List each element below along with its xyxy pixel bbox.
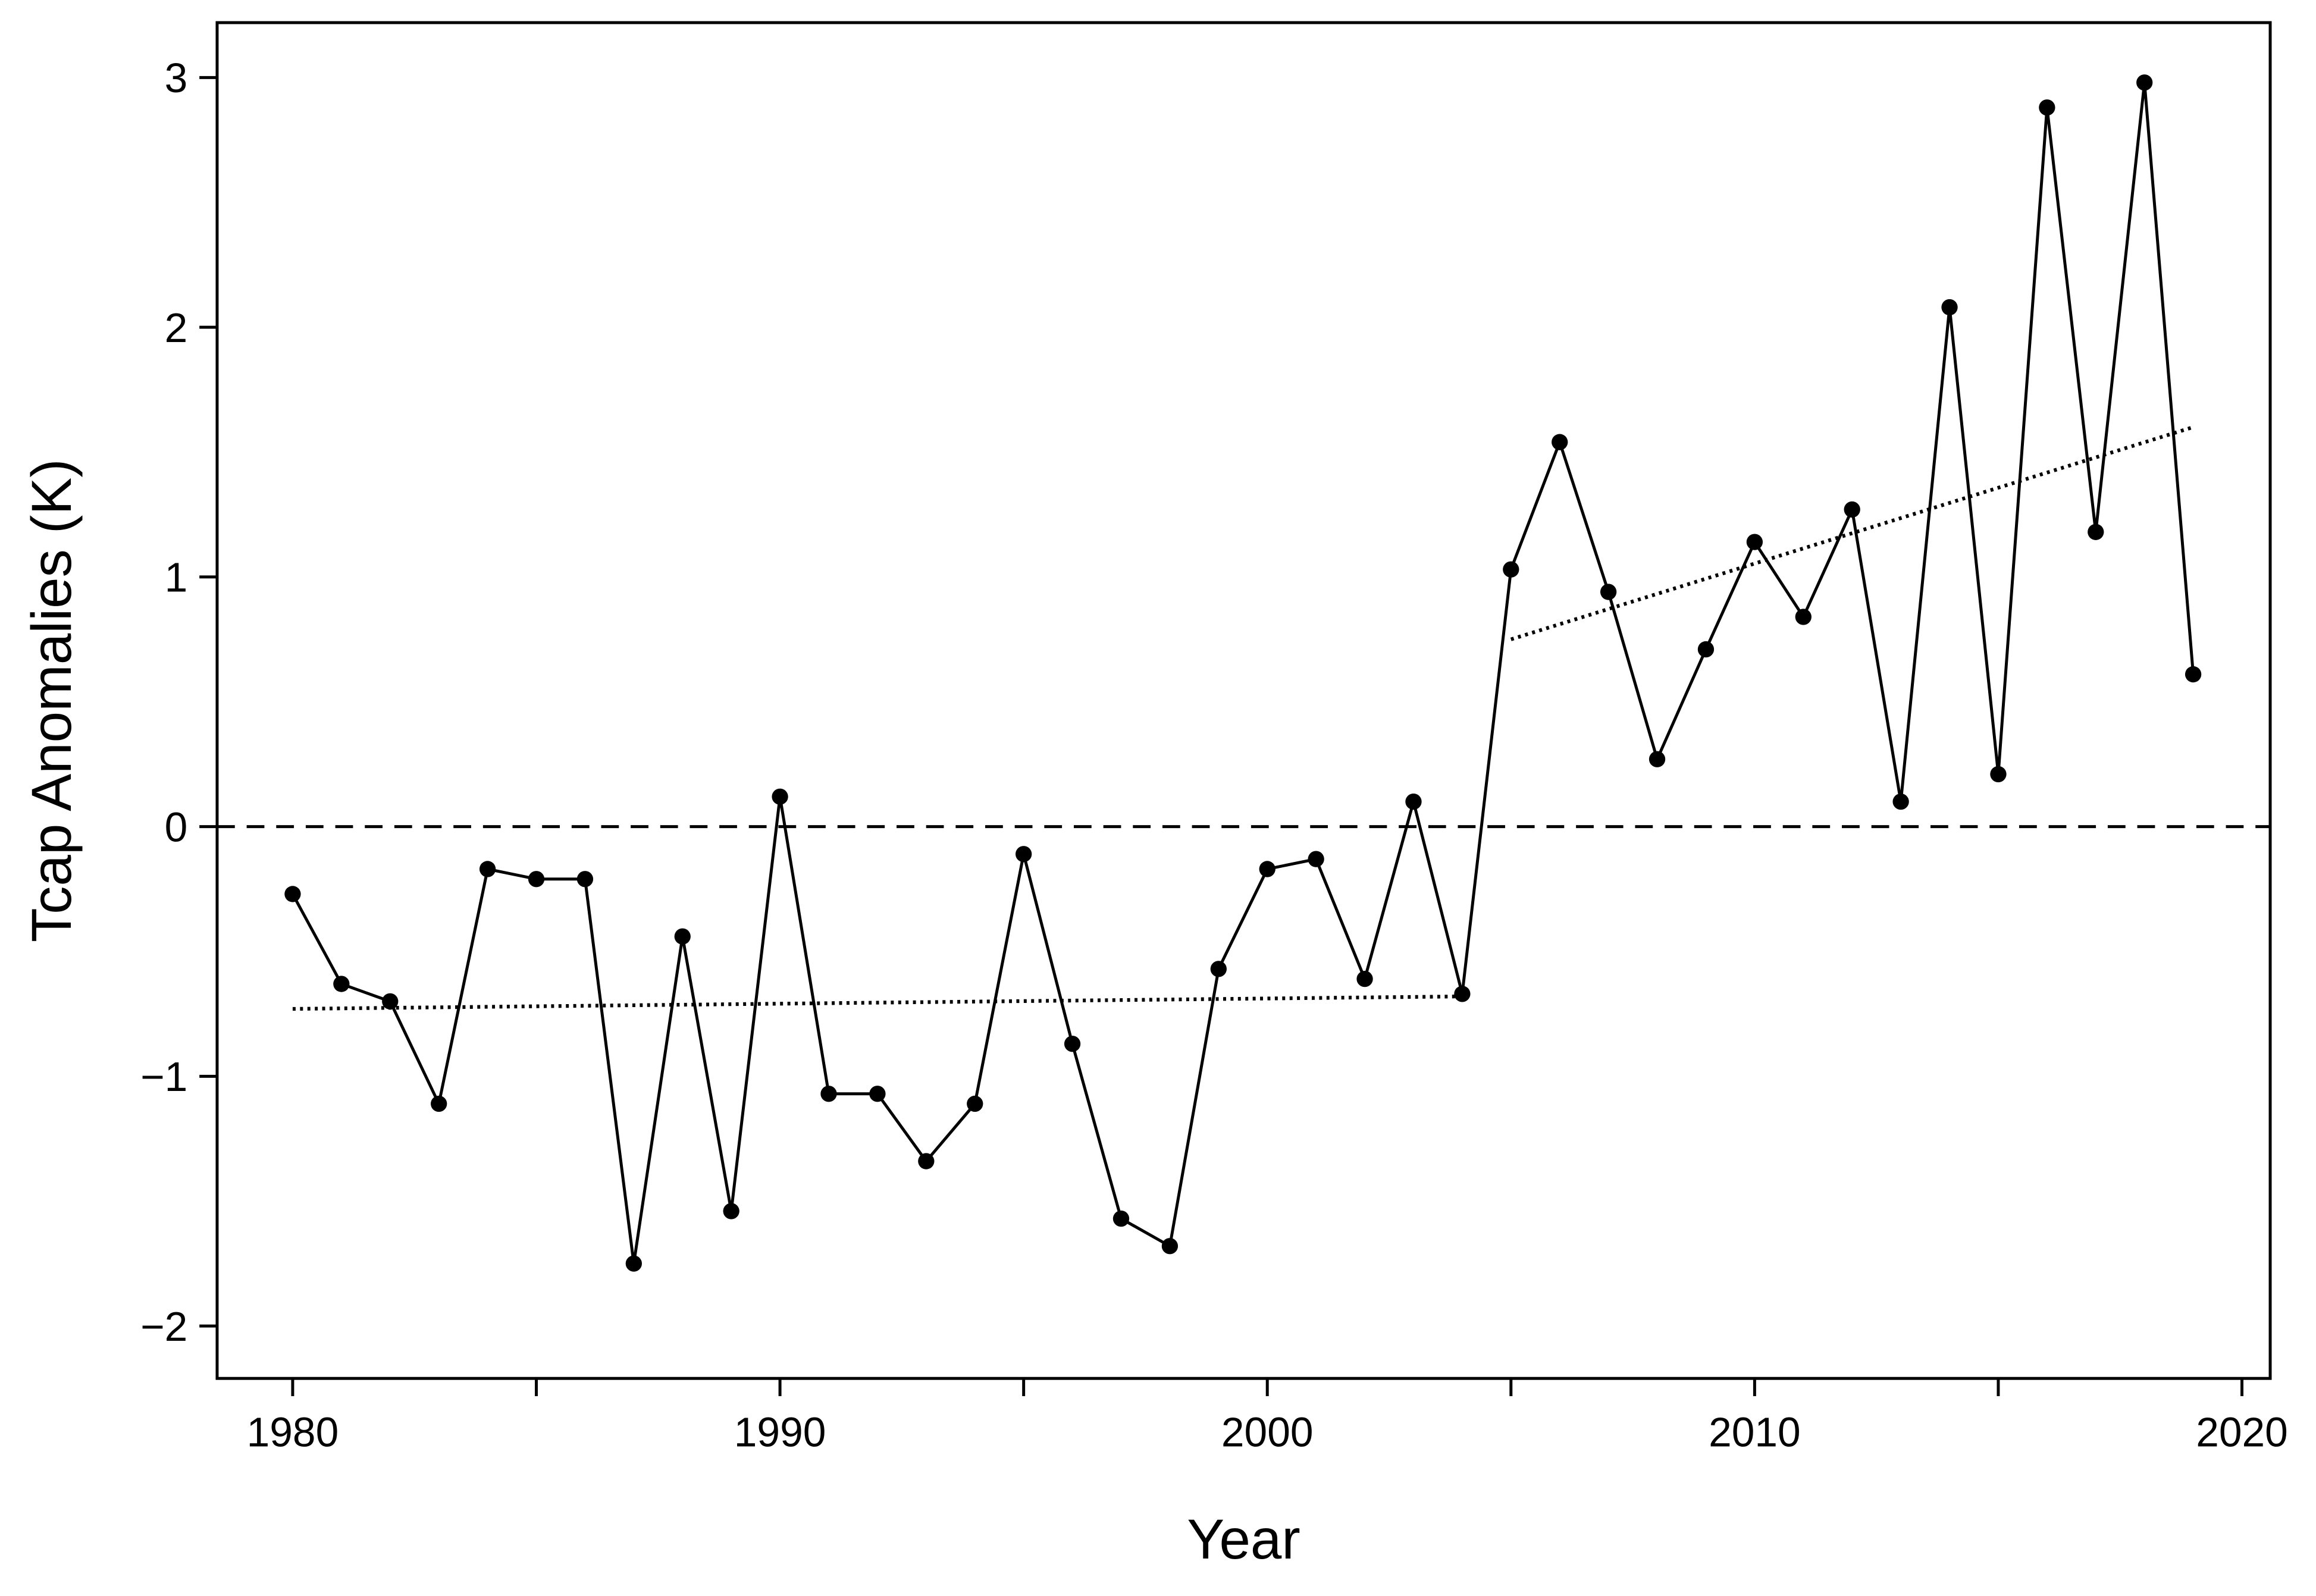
data-point (674, 928, 691, 945)
data-point (1649, 751, 1666, 767)
x-axis-title: Year (1187, 1508, 1300, 1570)
data-point (1795, 609, 1812, 625)
data-point (382, 993, 399, 1010)
data-point (1990, 766, 2007, 783)
y-tick-label: 0 (165, 804, 188, 850)
data-point (431, 1095, 447, 1112)
data-point (1259, 861, 1275, 877)
data-point (2136, 74, 2153, 91)
series-line (291, 82, 2195, 1264)
x-tick-label: 1990 (734, 1409, 826, 1455)
data-point (1697, 641, 1715, 658)
data-point (1405, 793, 1422, 810)
data-point (1308, 851, 1324, 867)
y-axis-title: Tcap Anomalies (K) (20, 459, 83, 942)
data-point (576, 871, 594, 888)
y-tick-label: 1 (165, 554, 188, 601)
y-tick-label: 3 (165, 55, 188, 101)
data-point (918, 1153, 935, 1169)
data-point (479, 861, 496, 877)
data-point (1600, 584, 1617, 600)
y-tick-label: −2 (140, 1303, 187, 1350)
data-point (1844, 501, 1860, 518)
data-point (1746, 534, 1763, 550)
data-point (1210, 961, 1227, 977)
data-point (528, 871, 545, 888)
x-tick-label: 2010 (1709, 1409, 1801, 1455)
data-point (1112, 1210, 1130, 1227)
data-point (625, 1255, 642, 1272)
data-point (772, 788, 788, 805)
data-point (2185, 666, 2202, 683)
y-tick-label: −1 (140, 1053, 187, 1100)
trend-line (292, 994, 1462, 1011)
y-tick-label: 2 (165, 305, 188, 351)
data-point (1941, 299, 1958, 316)
data-point (333, 976, 350, 992)
data-point (820, 1086, 837, 1102)
x-tick-label: 2020 (2196, 1409, 2288, 1455)
trend-line (1510, 425, 2194, 641)
data-point (1454, 986, 1471, 1002)
data-point (1356, 970, 1373, 987)
data-point (284, 886, 301, 902)
data-point (1016, 846, 1032, 863)
data-point (1161, 1238, 1179, 1255)
x-tick-label: 2000 (1221, 1409, 1314, 1455)
plot-frame (215, 21, 2272, 1380)
data-point (1892, 793, 1909, 810)
data-point (1503, 561, 1519, 578)
x-tick-label: 1980 (247, 1409, 339, 1455)
data-point (967, 1095, 983, 1112)
data-point (2088, 523, 2104, 540)
data-point (2039, 99, 2055, 116)
data-point (1552, 434, 1568, 450)
data-point (869, 1086, 886, 1102)
data-point (1064, 1036, 1081, 1052)
data-point (723, 1203, 739, 1219)
